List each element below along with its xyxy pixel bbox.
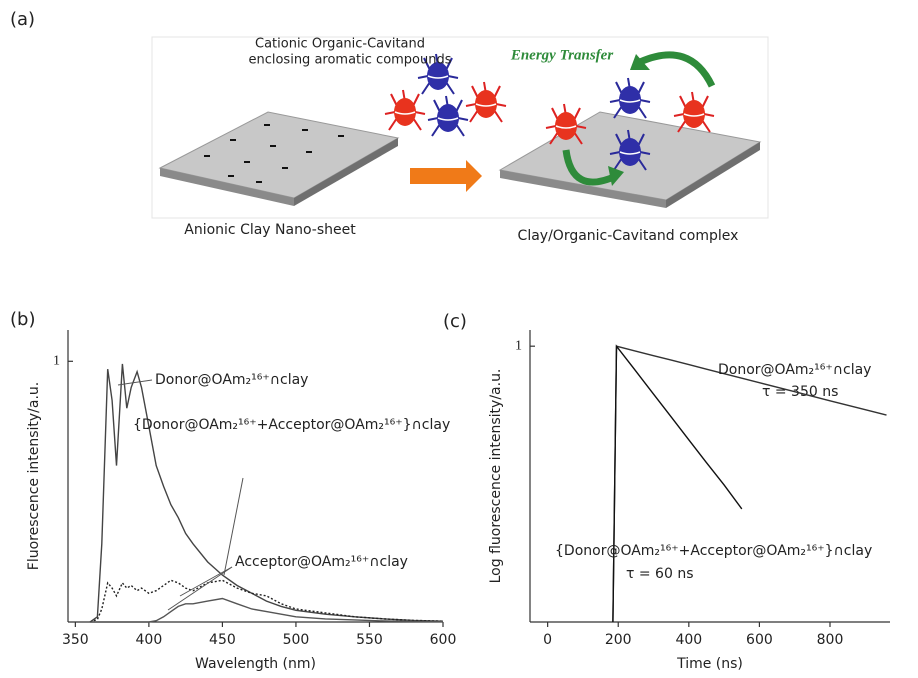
complex-label: Clay/Organic-Cavitand complex [518, 228, 739, 244]
schematic: Cationic Organic-Cavitand enclosing arom… [151, 36, 769, 244]
x-tick-label: 550 [356, 632, 383, 648]
panel-label: (c) [443, 311, 467, 332]
series-label: Donor@OAm₂¹⁶⁺∩clay [155, 372, 308, 388]
series-line [89, 363, 444, 623]
x-tick-label: 350 [62, 632, 89, 648]
x-tick-label: 0 [543, 632, 552, 648]
y-axis-label: Fluorescence intensity/a.u. [26, 382, 42, 570]
annotation: τ = 60 ns [626, 566, 694, 582]
x-tick-label: 200 [605, 632, 632, 648]
panel-label: (a) [10, 9, 35, 30]
clay-label: Anionic Clay Nano-sheet [184, 222, 356, 238]
transfer-arrow [638, 51, 716, 88]
x-tick-label: 400 [675, 632, 702, 648]
leader-line [179, 566, 233, 597]
transfer-arrow-head [630, 54, 650, 70]
cavitand-label: enclosing aromatic compounds [248, 53, 451, 68]
clay-sheet-edge [294, 138, 398, 206]
x-axis-label: Wavelength (nm) [195, 656, 316, 672]
cavitand-label: Cationic Organic-Cavitand [255, 37, 425, 52]
x-tick-label: 600 [430, 632, 457, 648]
series-line [90, 597, 444, 623]
complex-sheet-edge [500, 170, 666, 208]
series-label: {Donor@OAm₂¹⁶⁺+Acceptor@OAm₂¹⁶⁺}∩clay [133, 417, 450, 433]
clay-sheet-edge [160, 168, 294, 206]
series-line [612, 344, 743, 623]
x-tick-label: 800 [817, 632, 844, 648]
series-line [612, 345, 887, 623]
x-axis-label: Time (ns) [676, 656, 743, 672]
leader-line [117, 379, 153, 386]
leader-line [223, 477, 244, 576]
panel-label: (b) [10, 309, 35, 330]
series-line [89, 579, 444, 623]
x-tick-label: 400 [136, 632, 163, 648]
transfer-arrow [562, 149, 618, 186]
y-tick-label: 1 [53, 354, 60, 369]
y-tick-label: 1 [515, 338, 522, 353]
series-label: Acceptor@OAm₂¹⁶⁺∩clay [235, 554, 408, 570]
complex-sheet-edge [666, 142, 760, 208]
energy-transfer-label: Energy Transfer [510, 47, 614, 63]
y-axis-label: Log fluorescence intensity/a.u. [488, 369, 504, 584]
series-label: {Donor@OAm₂¹⁶⁺+Acceptor@OAm₂¹⁶⁺}∩clay [555, 543, 872, 559]
x-tick-label: 600 [746, 632, 773, 648]
process-arrow [410, 160, 482, 192]
x-tick-label: 450 [209, 632, 236, 648]
series-label: Donor@OAm₂¹⁶⁺∩clay [718, 362, 871, 378]
transfer-arrow-head [608, 166, 624, 186]
x-tick-label: 500 [283, 632, 310, 648]
leader-line [167, 566, 233, 611]
negative-charges [204, 124, 344, 183]
